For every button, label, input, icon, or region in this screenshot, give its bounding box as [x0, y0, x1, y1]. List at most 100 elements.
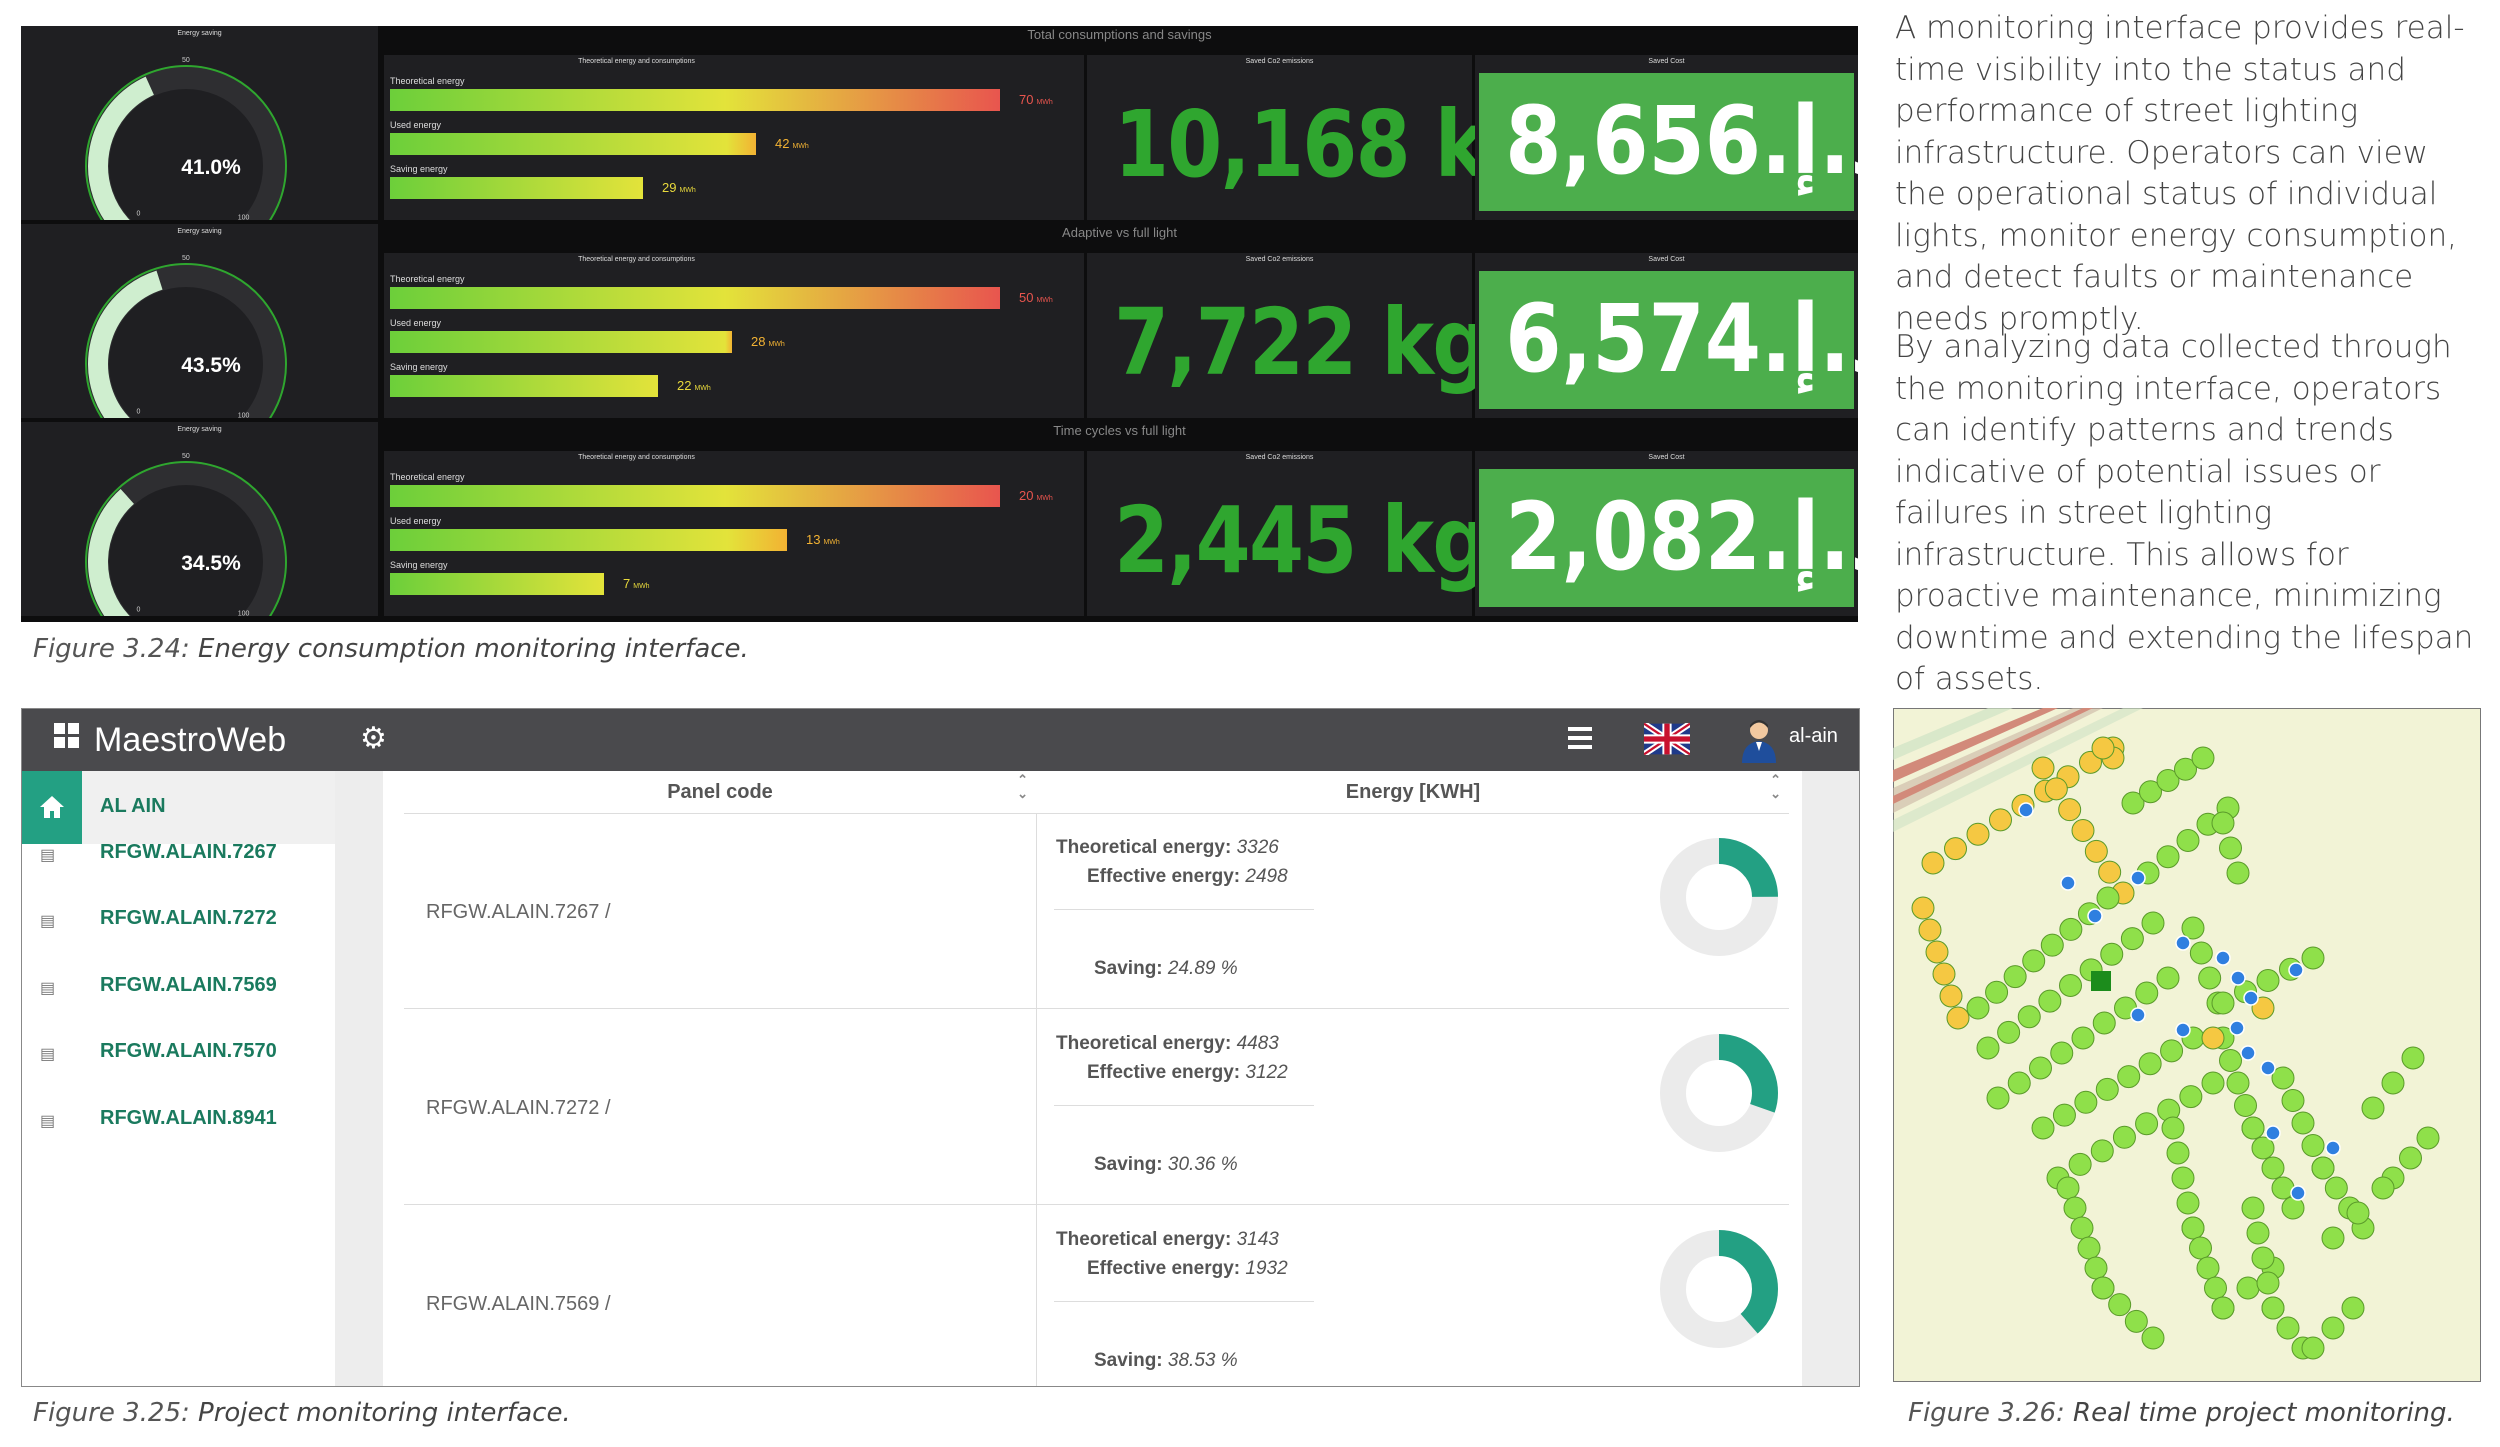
street-light-marker[interactable]: [2121, 791, 2145, 815]
street-light-marker[interactable]: [2100, 942, 2124, 966]
street-light-marker[interactable]: [2341, 1296, 2365, 1320]
street-light-marker[interactable]: [2124, 1309, 2148, 1333]
sensor-marker[interactable]: [2230, 970, 2246, 986]
street-light-marker[interactable]: [2160, 1039, 2184, 1063]
street-light-marker[interactable]: [2271, 1176, 2295, 1200]
street-light-marker[interactable]: [2226, 861, 2250, 885]
sidebar-item-label[interactable]: RFGW.ALAIN.7570: [100, 1040, 277, 1062]
sensor-marker[interactable]: [2240, 1045, 2256, 1061]
street-light-marker[interactable]: [2077, 1236, 2101, 1260]
street-light-marker[interactable]: [2044, 777, 2068, 801]
street-light-marker[interactable]: [2171, 1166, 2195, 1190]
street-light-marker[interactable]: [2204, 1276, 2227, 1300]
street-light-marker[interactable]: [2179, 1085, 2203, 1109]
street-light-marker[interactable]: [1986, 1086, 2010, 1110]
street-light-marker[interactable]: [2198, 966, 2222, 990]
street-light-marker[interactable]: [2112, 1125, 2136, 1149]
street-light-marker[interactable]: [1989, 808, 2012, 832]
sort-icon[interactable]: ⌃ ⌄: [1017, 772, 1028, 801]
street-light-marker[interactable]: [2189, 1236, 2212, 1260]
street-light-marker[interactable]: [2139, 780, 2162, 804]
street-light-marker[interactable]: [2246, 1221, 2270, 1245]
sidebar-item-label[interactable]: RFGW.ALAIN.7267: [100, 841, 277, 863]
street-light-marker[interactable]: [1997, 1020, 2021, 1044]
street-light-marker[interactable]: [2156, 966, 2180, 990]
street-light-marker[interactable]: [2291, 1111, 2315, 1135]
street-light-marker[interactable]: [2271, 1066, 2295, 1090]
brand-name[interactable]: MaestroWeb: [94, 721, 287, 759]
street-light-marker[interactable]: [2361, 1096, 2385, 1120]
gateway-marker[interactable]: [2091, 971, 2111, 991]
sidebar-item-label[interactable]: RFGW.ALAIN.8941: [100, 1107, 277, 1129]
sensor-marker[interactable]: [2290, 1185, 2306, 1201]
sensor-marker[interactable]: [2060, 875, 2076, 891]
street-light-marker[interactable]: [2256, 1271, 2280, 1295]
street-light-marker[interactable]: [2241, 1196, 2265, 1220]
sensor-marker[interactable]: [2265, 1125, 2281, 1141]
street-light-marker[interactable]: [2120, 927, 2144, 951]
street-light-marker[interactable]: [2219, 1049, 2242, 1072]
street-light-marker[interactable]: [2301, 1134, 2325, 1157]
street-light-marker[interactable]: [2096, 886, 2120, 910]
street-light-marker[interactable]: [2017, 1005, 2041, 1029]
street-light-marker[interactable]: [2138, 1052, 2162, 1076]
street-light-marker[interactable]: [2324, 1176, 2348, 1200]
sensor-marker[interactable]: [2288, 962, 2304, 978]
sensor-marker[interactable]: [2260, 1060, 2276, 1076]
street-light-marker[interactable]: [2401, 1046, 2425, 1070]
sort-icon[interactable]: ⌃ ⌄: [1770, 772, 1781, 801]
street-light-marker[interactable]: [1946, 1006, 1970, 1030]
street-light-marker[interactable]: [2174, 757, 2197, 781]
street-light-marker[interactable]: [2108, 1293, 2132, 1317]
street-light-marker[interactable]: [2234, 1094, 2257, 1117]
street-light-marker[interactable]: [2256, 969, 2280, 992]
sensor-marker[interactable]: [2087, 908, 2103, 924]
street-light-marker[interactable]: [2117, 1065, 2141, 1089]
street-light-marker[interactable]: [2098, 860, 2122, 884]
home-tile[interactable]: [22, 771, 82, 844]
street-light-marker[interactable]: [2241, 1116, 2265, 1140]
column-header-panel-code[interactable]: Panel code ⌃ ⌄: [404, 771, 1036, 814]
street-light-marker[interactable]: [2095, 1077, 2119, 1101]
street-light-map[interactable]: [1893, 708, 2481, 1382]
street-light-marker[interactable]: [2156, 845, 2180, 869]
street-light-marker[interactable]: [2176, 829, 2200, 852]
table-row[interactable]: RFGW.ALAIN.7272 / Theoretical energy: 44…: [404, 1009, 1789, 1205]
street-light-marker[interactable]: [2399, 1146, 2422, 1170]
street-light-marker[interactable]: [2219, 836, 2242, 860]
street-light-marker[interactable]: [2084, 839, 2108, 863]
street-light-marker[interactable]: [2071, 819, 2095, 842]
username[interactable]: al-ain: [1789, 725, 1838, 747]
street-light-marker[interactable]: [2161, 1116, 2185, 1140]
street-light-marker[interactable]: [2181, 1216, 2205, 1240]
sensor-marker[interactable]: [2175, 935, 2191, 951]
street-light-marker[interactable]: [1939, 984, 1963, 1008]
street-light-marker[interactable]: [2056, 1176, 2080, 1200]
street-light-marker[interactable]: [1944, 837, 1967, 861]
street-light-marker[interactable]: [2058, 798, 2082, 822]
street-light-marker[interactable]: [2236, 1276, 2260, 1300]
street-light-marker[interactable]: [2416, 1126, 2440, 1150]
street-light-marker[interactable]: [2052, 1103, 2076, 1127]
street-light-marker[interactable]: [2029, 1056, 2052, 1080]
gears-icon[interactable]: ⚙: [360, 722, 387, 755]
avatar[interactable]: [1738, 717, 1780, 763]
street-light-marker[interactable]: [2346, 1201, 2370, 1225]
table-row[interactable]: RFGW.ALAIN.7569 / Theoretical energy: 31…: [404, 1205, 1789, 1386]
street-light-marker[interactable]: [2201, 1071, 2225, 1095]
street-light-marker[interactable]: [2040, 933, 2064, 957]
sensor-marker[interactable]: [2215, 950, 2231, 966]
street-light-marker[interactable]: [1985, 980, 2009, 1004]
street-light-marker[interactable]: [2050, 1041, 2074, 1065]
street-light-marker[interactable]: [2226, 1071, 2250, 1095]
street-light-marker[interactable]: [1925, 940, 1949, 964]
street-light-marker[interactable]: [2281, 1196, 2305, 1220]
street-light-marker[interactable]: [1966, 822, 1990, 846]
sensor-marker[interactable]: [2130, 1007, 2146, 1023]
street-light-marker[interactable]: [2196, 1256, 2220, 1280]
sensor-marker[interactable]: [2175, 1022, 2191, 1038]
sensor-marker[interactable]: [2130, 870, 2146, 886]
street-light-marker[interactable]: [2181, 916, 2205, 940]
street-light-marker[interactable]: [2141, 911, 2165, 935]
street-light-marker[interactable]: [2003, 965, 2027, 989]
